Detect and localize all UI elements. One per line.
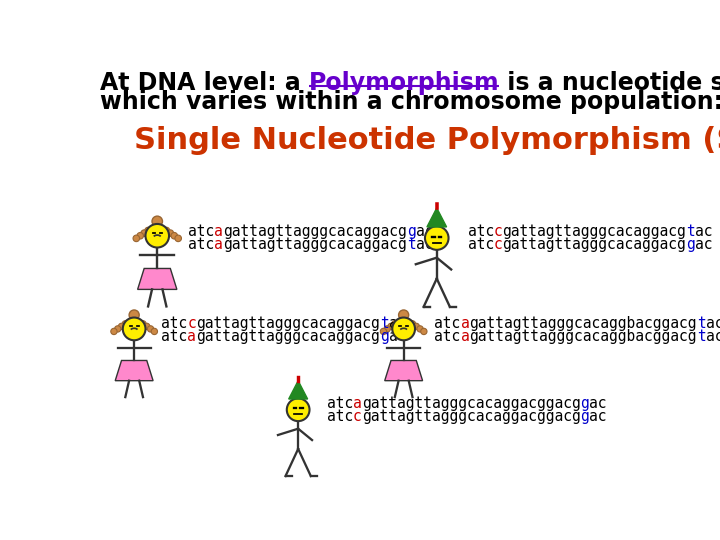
- Text: g: g: [686, 237, 695, 252]
- Text: ac: ac: [415, 237, 433, 252]
- Text: atc: atc: [161, 316, 187, 331]
- Polygon shape: [289, 381, 307, 399]
- Circle shape: [175, 235, 181, 241]
- Text: a: a: [215, 237, 223, 252]
- Text: c: c: [494, 224, 503, 239]
- Text: atc: atc: [327, 409, 353, 424]
- Circle shape: [163, 227, 170, 234]
- Text: t: t: [407, 237, 415, 252]
- Circle shape: [133, 235, 140, 241]
- Text: a: a: [187, 329, 196, 344]
- Circle shape: [145, 227, 151, 234]
- Text: gattagttagggcacaggacg: gattagttagggcacaggacg: [503, 224, 686, 239]
- Text: ac: ac: [389, 329, 406, 344]
- Circle shape: [392, 318, 415, 340]
- Text: Single Nucleotide Polymorphism (SNP): Single Nucleotide Polymorphism (SNP): [134, 126, 720, 156]
- Text: atc: atc: [467, 237, 494, 252]
- Text: gattagttagggcacaggacg: gattagttagggcacaggacg: [196, 316, 380, 331]
- Text: c: c: [494, 237, 503, 252]
- Text: ac: ac: [589, 396, 607, 411]
- Circle shape: [111, 328, 117, 335]
- Text: atc: atc: [188, 237, 215, 252]
- Text: atc: atc: [434, 329, 461, 344]
- Circle shape: [145, 224, 169, 247]
- Circle shape: [392, 321, 398, 327]
- Text: Polymorphism: Polymorphism: [308, 71, 499, 95]
- Text: a: a: [461, 329, 469, 344]
- Text: gattagttagggcacaggacggacg: gattagttagggcacaggacggacg: [361, 396, 580, 411]
- Text: ac: ac: [706, 329, 720, 344]
- Text: is a nucleotide sequence: is a nucleotide sequence: [499, 71, 720, 95]
- Text: a: a: [353, 396, 361, 411]
- Circle shape: [425, 226, 449, 250]
- Text: ac: ac: [415, 224, 433, 239]
- Text: c: c: [353, 409, 361, 424]
- Text: ac: ac: [589, 409, 607, 424]
- Polygon shape: [115, 361, 153, 381]
- Circle shape: [420, 328, 427, 335]
- Text: atc: atc: [434, 316, 461, 331]
- Circle shape: [137, 232, 143, 239]
- Circle shape: [143, 323, 150, 329]
- Circle shape: [410, 321, 415, 327]
- Text: gattagttagggcacaggacg: gattagttagggcacaggacg: [503, 237, 686, 252]
- Circle shape: [140, 321, 146, 327]
- Text: gattagttagggcacaggbacggacg: gattagttagggcacaggbacggacg: [469, 329, 697, 344]
- Text: g: g: [580, 396, 589, 411]
- Circle shape: [171, 232, 178, 239]
- Circle shape: [114, 326, 121, 332]
- Text: atc: atc: [188, 224, 215, 239]
- Circle shape: [287, 399, 310, 421]
- Circle shape: [388, 323, 394, 329]
- Circle shape: [141, 230, 148, 237]
- Text: t: t: [697, 316, 706, 331]
- Text: g: g: [407, 224, 415, 239]
- Text: a: a: [215, 224, 223, 239]
- Polygon shape: [427, 208, 446, 227]
- Text: gattagttagggcacaggacg: gattagttagggcacaggacg: [223, 224, 407, 239]
- Text: a: a: [461, 316, 469, 331]
- Circle shape: [148, 326, 154, 332]
- Circle shape: [123, 318, 145, 340]
- Text: At DNA level: a: At DNA level: a: [99, 71, 308, 95]
- Polygon shape: [138, 268, 177, 289]
- Text: atc: atc: [161, 329, 187, 344]
- Circle shape: [380, 328, 387, 335]
- Circle shape: [122, 321, 128, 327]
- Text: t: t: [697, 329, 706, 344]
- Text: gattagttagggcacaggacg: gattagttagggcacaggacg: [196, 329, 380, 344]
- Circle shape: [167, 230, 174, 237]
- Text: atc: atc: [467, 224, 494, 239]
- Text: t: t: [380, 316, 389, 331]
- Text: g: g: [380, 329, 389, 344]
- Circle shape: [152, 216, 163, 227]
- Text: ac: ac: [389, 316, 406, 331]
- Text: ac: ac: [706, 316, 720, 331]
- Circle shape: [151, 328, 158, 335]
- Circle shape: [417, 326, 423, 332]
- Text: ac: ac: [695, 237, 713, 252]
- Text: which varies within a chromosome population:: which varies within a chromosome populat…: [99, 90, 720, 114]
- Polygon shape: [384, 361, 423, 381]
- Text: ac: ac: [695, 224, 713, 239]
- Text: atc: atc: [327, 396, 353, 411]
- Circle shape: [384, 326, 390, 332]
- Text: gattagttagggcacaggbacggacg: gattagttagggcacaggbacggacg: [469, 316, 697, 331]
- Text: gattagttagggcacaggacg: gattagttagggcacaggacg: [223, 237, 407, 252]
- Circle shape: [413, 323, 420, 329]
- Circle shape: [129, 310, 139, 320]
- Text: gattagttagggcacaggacggacg: gattagttagggcacaggacggacg: [361, 409, 580, 424]
- Text: c: c: [187, 316, 196, 331]
- Text: g: g: [580, 409, 589, 424]
- Text: t: t: [686, 224, 695, 239]
- Circle shape: [118, 323, 125, 329]
- Circle shape: [399, 310, 409, 320]
